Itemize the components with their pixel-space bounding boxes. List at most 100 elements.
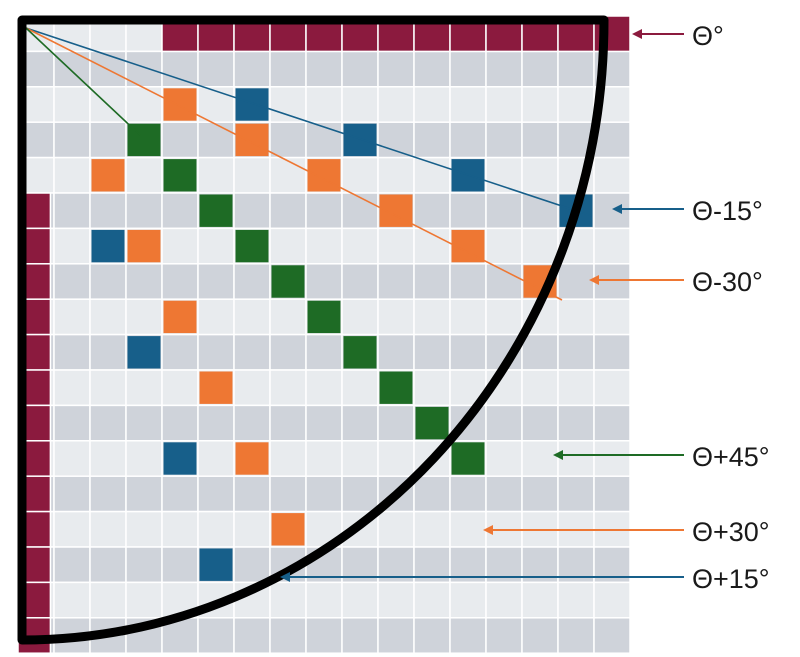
grid-cell — [449, 121, 487, 159]
grid-cell — [125, 86, 163, 123]
grid-cell — [413, 192, 451, 230]
grid-cell — [161, 369, 199, 407]
label-plus45: Θ+45° — [692, 442, 770, 472]
grid-cell — [485, 50, 523, 88]
grid-cell — [449, 298, 487, 336]
line-minus15 — [25, 27, 593, 217]
grid-cell — [485, 86, 523, 123]
grid-cell — [593, 298, 631, 336]
cell-green — [343, 336, 377, 369]
grid-cell — [125, 475, 163, 513]
grid-cell — [197, 617, 235, 654]
grid-cell — [449, 510, 487, 548]
grid-cell — [521, 86, 559, 123]
grid-cell — [521, 369, 559, 407]
grid-cell — [233, 333, 271, 371]
grid-cell — [89, 369, 127, 407]
grid-cell — [161, 546, 199, 584]
grid-cell — [197, 227, 235, 265]
grid-cell — [521, 333, 559, 371]
grid-cell — [305, 333, 343, 371]
grid-cell — [161, 510, 199, 548]
grid-cell — [53, 404, 91, 442]
cell-blue — [127, 336, 161, 369]
grid-cell — [269, 50, 307, 88]
cell-orange — [235, 442, 269, 475]
grid-cell — [521, 475, 559, 513]
grid-cell — [161, 50, 199, 88]
cell-blue — [199, 548, 233, 581]
grid-cell — [305, 192, 343, 230]
grid-cell — [341, 617, 379, 654]
grid-cell — [161, 227, 199, 265]
grid-cell — [305, 50, 343, 88]
grid-cell — [377, 298, 415, 336]
grid-cell — [521, 617, 559, 654]
quarter-circle-arc — [17, 15, 609, 645]
arrow-plus30 — [483, 525, 684, 535]
cell-green — [379, 371, 413, 404]
grid-cell — [557, 50, 595, 88]
cell-green — [199, 194, 233, 227]
grid-rows — [17, 15, 631, 654]
grid-cell — [89, 121, 127, 159]
cell-blue — [235, 88, 269, 121]
grid-cell — [305, 263, 343, 300]
grid-cell — [377, 617, 415, 654]
grid-cell — [593, 369, 631, 407]
cell-orange — [127, 229, 161, 263]
grid-cell — [413, 617, 451, 654]
grid-cell — [125, 192, 163, 230]
grid-cell — [485, 298, 523, 336]
grid-cell — [53, 333, 91, 371]
cell-blue — [91, 229, 125, 263]
grid-cell — [197, 86, 235, 123]
grid-cell — [197, 440, 235, 477]
grid-cell — [197, 475, 235, 513]
grid-cell — [269, 617, 307, 654]
grid-cell — [53, 546, 91, 584]
label-plus30: Θ+30° — [692, 517, 770, 547]
grid-cell — [449, 617, 487, 654]
grid-cell — [449, 50, 487, 88]
grid-cell — [269, 475, 307, 513]
grid-cell — [557, 404, 595, 442]
angle-labels: Θ° Θ-15° Θ-30° Θ+45° Θ+30° Θ+15° — [692, 21, 770, 594]
grid-cell — [521, 50, 559, 88]
cell-green — [307, 300, 341, 334]
arrow-minus30 — [589, 275, 684, 285]
grid-cell — [269, 86, 307, 123]
grid-cell — [197, 121, 235, 159]
grid-cell — [197, 298, 235, 336]
grid-cell — [89, 333, 127, 371]
grid-cell — [233, 263, 271, 300]
grid-cell — [485, 475, 523, 513]
cell-green — [415, 406, 449, 440]
grid-cell — [377, 50, 415, 88]
theta-border — [17, 15, 631, 654]
grid-cell — [557, 333, 595, 371]
grid-cell — [233, 510, 271, 548]
grid-cell — [341, 440, 379, 477]
grid-cell — [377, 440, 415, 477]
grid-cell — [485, 440, 523, 477]
grid-cell — [449, 86, 487, 123]
grid-cell — [521, 156, 559, 194]
grid-cell — [197, 263, 235, 300]
grid-cell — [53, 298, 91, 336]
grid-cell — [413, 121, 451, 159]
grid-cell — [89, 192, 127, 230]
grid-cell — [53, 440, 91, 477]
cell-orange — [163, 300, 197, 334]
grid-cell — [197, 510, 235, 548]
grid-cell — [413, 333, 451, 371]
grid-cell — [557, 86, 595, 123]
grid-cell — [521, 121, 559, 159]
label-arrows — [280, 29, 684, 582]
cell-orange — [235, 123, 269, 157]
grid-cell — [341, 50, 379, 88]
grid-cell — [269, 156, 307, 194]
grid-cell — [197, 333, 235, 371]
cell-green — [235, 229, 269, 263]
cell-blue — [163, 442, 197, 475]
